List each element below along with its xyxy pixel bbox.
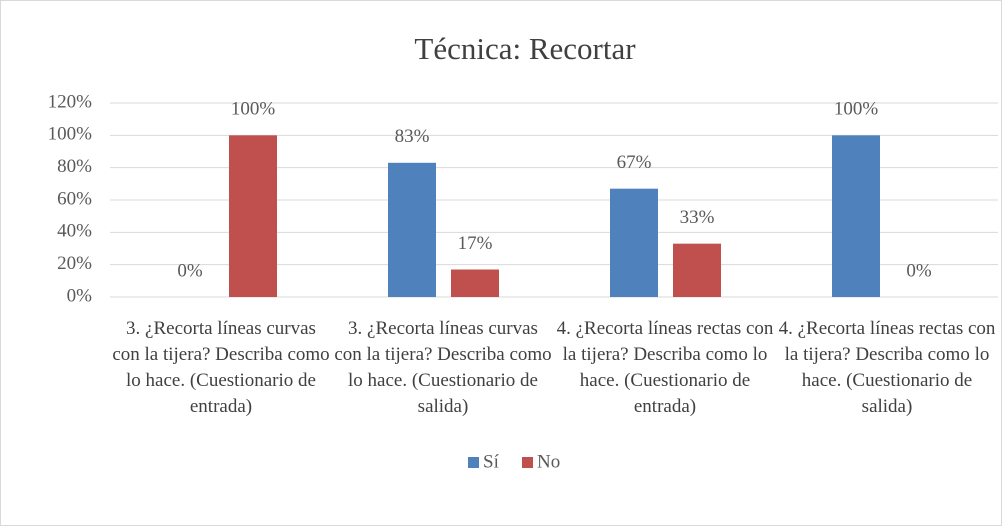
bar — [673, 243, 721, 297]
legend-label: No — [537, 451, 560, 472]
data-label: 0% — [906, 260, 932, 281]
x-tick-label: 4. ¿Recorta líneas rectas con la tijera?… — [556, 318, 774, 417]
data-label: 100% — [231, 99, 276, 120]
data-label: 83% — [395, 126, 430, 147]
bar — [229, 135, 277, 297]
x-tick-label: 3. ¿Recorta líneas curvas con la tijera?… — [334, 318, 552, 417]
y-tick-label: 60% — [57, 188, 92, 209]
y-tick-label: 20% — [57, 253, 92, 274]
data-label: 0% — [177, 260, 203, 281]
y-tick-label: 120% — [48, 91, 93, 112]
bar — [388, 162, 436, 297]
legend-label: Sí — [483, 451, 500, 472]
legend-swatch — [468, 457, 479, 468]
bar — [832, 135, 880, 297]
x-tick-label: 4. ¿Recorta líneas rectas con la tijera?… — [778, 318, 996, 417]
bar — [451, 269, 499, 297]
data-label: 100% — [834, 99, 879, 120]
y-tick-label: 40% — [57, 221, 92, 242]
data-label: 17% — [458, 233, 493, 254]
bar — [610, 188, 658, 297]
x-tick-label: 3. ¿Recorta líneas curvas con la tijera?… — [112, 318, 330, 417]
data-label: 33% — [680, 207, 715, 228]
chart-title: Técnica: Recortar — [414, 31, 636, 66]
data-label: 67% — [617, 152, 652, 173]
y-tick-label: 100% — [48, 124, 93, 145]
y-tick-label: 0% — [67, 285, 93, 306]
legend-swatch — [522, 457, 533, 468]
y-tick-label: 80% — [57, 156, 92, 177]
